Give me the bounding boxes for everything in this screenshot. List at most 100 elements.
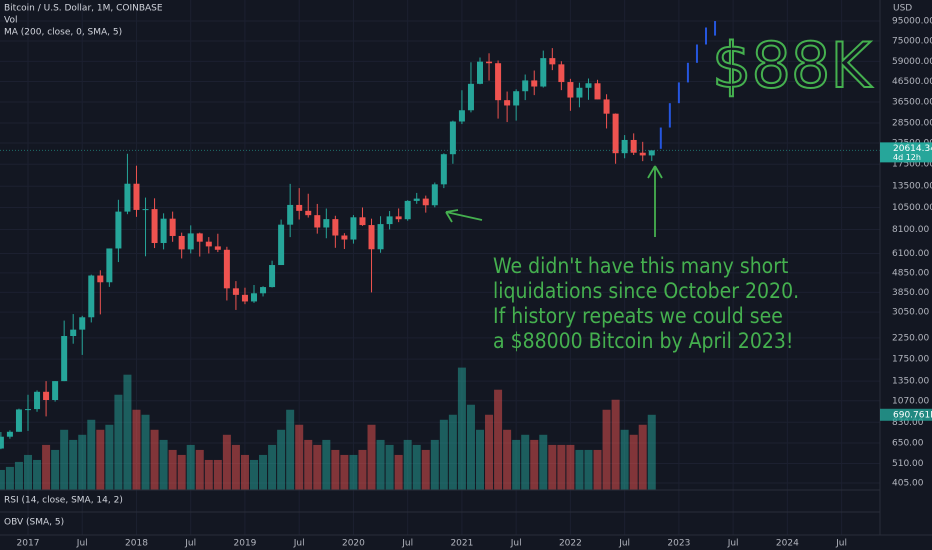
volume-bar (548, 444, 557, 490)
candle-body (395, 216, 402, 220)
x-tick-label: 2018 (125, 539, 148, 549)
x-tick-label: Jul (510, 539, 522, 549)
candle-body (440, 154, 447, 185)
volume-bar (476, 429, 484, 490)
candle-body (160, 218, 167, 244)
countdown-label: 4d 12h (893, 153, 921, 162)
candle-body (504, 100, 511, 106)
volume-bar (195, 449, 204, 490)
volume-bar (340, 454, 349, 490)
volume-bar (611, 399, 620, 490)
x-tick-label: 2021 (450, 539, 473, 549)
x-tick-label: Jul (184, 539, 196, 549)
candle-body (630, 139, 637, 153)
volume-bar (78, 434, 87, 490)
x-tick-label: 2017 (17, 539, 40, 549)
volume-bar (114, 394, 123, 490)
candle-body (223, 249, 230, 289)
volume-bar (268, 444, 277, 490)
last-price-label: 20614.34 (893, 144, 932, 154)
y-tick-label: 75000.00 (892, 37, 932, 47)
volume-badge (880, 408, 932, 421)
candle-body (70, 329, 77, 337)
volume-bar (168, 449, 177, 490)
candle-body (359, 217, 366, 226)
volume-bar (349, 454, 358, 490)
y-tick-label: 1350.00 (892, 377, 929, 387)
volume-bar (394, 454, 403, 490)
volume-bar (24, 454, 32, 490)
candle-body (52, 381, 59, 401)
y-tick-label: 405.00 (892, 479, 924, 489)
candle-body (467, 83, 474, 111)
y-tick-label: 3050.00 (892, 308, 929, 318)
rsi-legend: RSI (14, close, SMA, 14, 2) (4, 496, 123, 506)
volume-bar (295, 424, 304, 490)
y-tick-label: 6100.00 (892, 249, 929, 259)
candle-body (196, 233, 203, 242)
candle-body (106, 248, 113, 283)
candle-body (495, 63, 502, 101)
candle-body (169, 218, 176, 236)
volume-bar (421, 449, 430, 490)
volume-bar (51, 449, 60, 490)
volume-bar (376, 439, 385, 490)
candle-body (567, 82, 574, 98)
last-price-badge (880, 142, 932, 163)
y-tick-label: 1750.00 (892, 355, 929, 365)
volume-bar (105, 424, 114, 490)
volume-bar (539, 434, 548, 490)
volume-bar (367, 424, 376, 490)
volume-bar (584, 449, 593, 490)
candle-body (477, 61, 483, 84)
ma-legend: MA (200, close, 0, SMA, 5) (4, 28, 122, 38)
volume-bar (503, 429, 512, 490)
candle-body (25, 409, 31, 411)
candle-body (269, 265, 276, 288)
annotation-line: a $88000 Bitcoin by April 2023! (493, 329, 793, 353)
candle-body (576, 87, 583, 98)
volume-bar (313, 444, 322, 490)
x-tick-label: Jul (293, 539, 305, 549)
volume-bar (566, 444, 575, 490)
candle-body (612, 113, 619, 154)
symbol-title: Bitcoin / U.S. Dollar, 1M, COINBASE (4, 4, 163, 14)
candle-body (88, 275, 95, 318)
volume-bar (521, 434, 530, 490)
volume-bar (5, 466, 14, 490)
volume-bar (304, 439, 313, 490)
volume-bar (385, 444, 394, 490)
y-tick-label: 830.00 (892, 418, 924, 428)
x-tick-label: Jul (618, 539, 630, 549)
volume-bar (42, 444, 51, 490)
volume-bar (647, 414, 656, 490)
volume-bar (602, 409, 611, 490)
volume-bar (430, 439, 439, 490)
y-tick-label: 10500.00 (892, 203, 932, 213)
volume-bar (557, 444, 566, 490)
candle-body (341, 235, 348, 240)
y-tick-label: 59000.00 (892, 57, 932, 67)
candle-body (368, 225, 375, 250)
annotation-line: liquidations since October 2020. (493, 279, 799, 303)
volume-bar (530, 439, 539, 490)
volume-bar (14, 461, 23, 490)
y-tick-label: 3850.00 (892, 288, 929, 298)
candle-body (260, 287, 267, 294)
volume-bar (439, 419, 448, 490)
y-tick-label: 510.00 (892, 459, 924, 469)
volume-bar (403, 439, 412, 490)
volume-legend: Vol (4, 16, 17, 26)
volume-bar (231, 444, 240, 490)
volume-bar (250, 459, 258, 490)
volume-bar (629, 434, 638, 490)
candle-body (133, 183, 140, 210)
volume-bar (412, 444, 421, 490)
candle-body (6, 431, 13, 437)
volume-bar (96, 429, 105, 490)
candle-body (115, 211, 122, 249)
candle-body (522, 80, 529, 92)
candle-body (648, 150, 655, 156)
currency-label: USD (893, 4, 912, 14)
